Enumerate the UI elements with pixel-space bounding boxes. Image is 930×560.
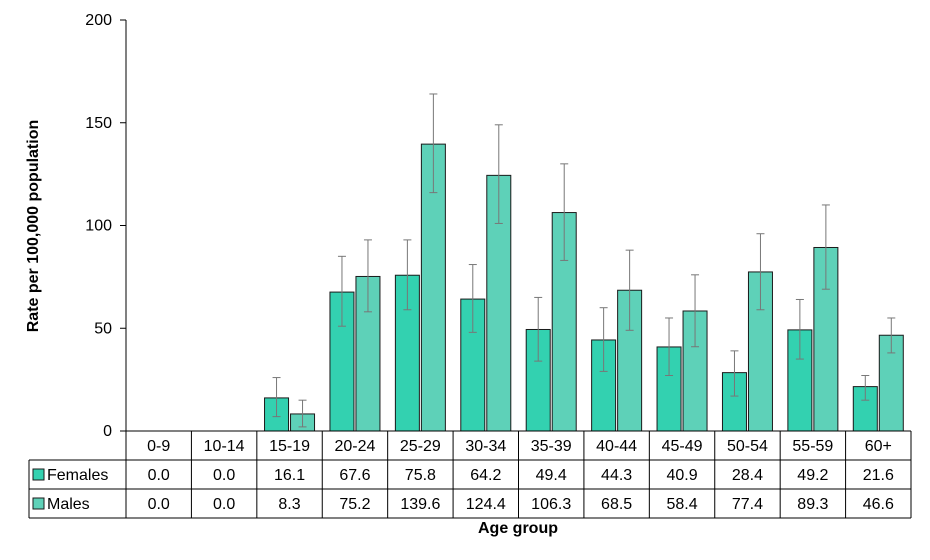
bar-females bbox=[656, 346, 682, 432]
data-table: 0-9 10-14 15-19 20-24 25-29 30-34 35-39 40-44 45… bbox=[28, 430, 912, 519]
y-axis: 0 50 100 150 200 bbox=[85, 12, 127, 440]
data-label: 40.9 bbox=[666, 467, 697, 484]
data-label: 0.0 bbox=[148, 467, 170, 484]
category-label: 45-49 bbox=[662, 438, 703, 455]
data-label: 16.1 bbox=[274, 467, 305, 484]
x-axis-title: Age group bbox=[478, 520, 558, 537]
category-label: 20-24 bbox=[334, 438, 375, 455]
data-label: 46.6 bbox=[863, 496, 894, 513]
category-label: 10-14 bbox=[204, 438, 245, 455]
data-label: 139.6 bbox=[400, 496, 440, 513]
data-label: 124.4 bbox=[466, 496, 506, 513]
data-label: 75.8 bbox=[405, 467, 436, 484]
legend-label-females: Females bbox=[47, 467, 108, 484]
category-label: 55-59 bbox=[792, 438, 833, 455]
bars bbox=[264, 143, 904, 432]
y-tick-label: 200 bbox=[85, 12, 112, 29]
data-label: 44.3 bbox=[601, 467, 632, 484]
data-label: 89.3 bbox=[797, 496, 828, 513]
y-tick-label: 100 bbox=[85, 218, 112, 235]
data-label: 49.4 bbox=[536, 467, 567, 484]
data-label: 64.2 bbox=[470, 467, 501, 484]
y-tick-label: 0 bbox=[103, 423, 112, 440]
data-label: 21.6 bbox=[863, 467, 894, 484]
y-tick-label: 50 bbox=[94, 320, 112, 337]
category-label: 25-29 bbox=[400, 438, 441, 455]
data-label: 68.5 bbox=[601, 496, 632, 513]
category-label: 0-9 bbox=[147, 438, 170, 455]
legend-swatch-females bbox=[32, 468, 45, 481]
category-label: 40-44 bbox=[596, 438, 637, 455]
legend-label-males: Males bbox=[47, 496, 90, 513]
category-label: 35-39 bbox=[531, 438, 572, 455]
data-label: 8.3 bbox=[278, 496, 300, 513]
data-label: 67.6 bbox=[339, 467, 370, 484]
data-label: 106.3 bbox=[531, 496, 571, 513]
data-label: 0.0 bbox=[148, 496, 170, 513]
data-label: 28.4 bbox=[732, 467, 763, 484]
data-label: 0.0 bbox=[213, 496, 235, 513]
data-label: 75.2 bbox=[339, 496, 370, 513]
data-label: 49.2 bbox=[797, 467, 828, 484]
category-label: 50-54 bbox=[727, 438, 768, 455]
legend-swatch-males bbox=[32, 497, 45, 510]
data-label: 77.4 bbox=[732, 496, 763, 513]
y-tick-label: 150 bbox=[85, 115, 112, 132]
data-label: 0.0 bbox=[213, 467, 235, 484]
category-label: 15-19 bbox=[269, 438, 310, 455]
error-bars bbox=[272, 93, 896, 428]
category-label: 60+ bbox=[865, 438, 892, 455]
y-axis-title: Rate per 100,000 population bbox=[25, 120, 42, 333]
category-label: 30-34 bbox=[465, 438, 506, 455]
data-label: 58.4 bbox=[666, 496, 697, 513]
